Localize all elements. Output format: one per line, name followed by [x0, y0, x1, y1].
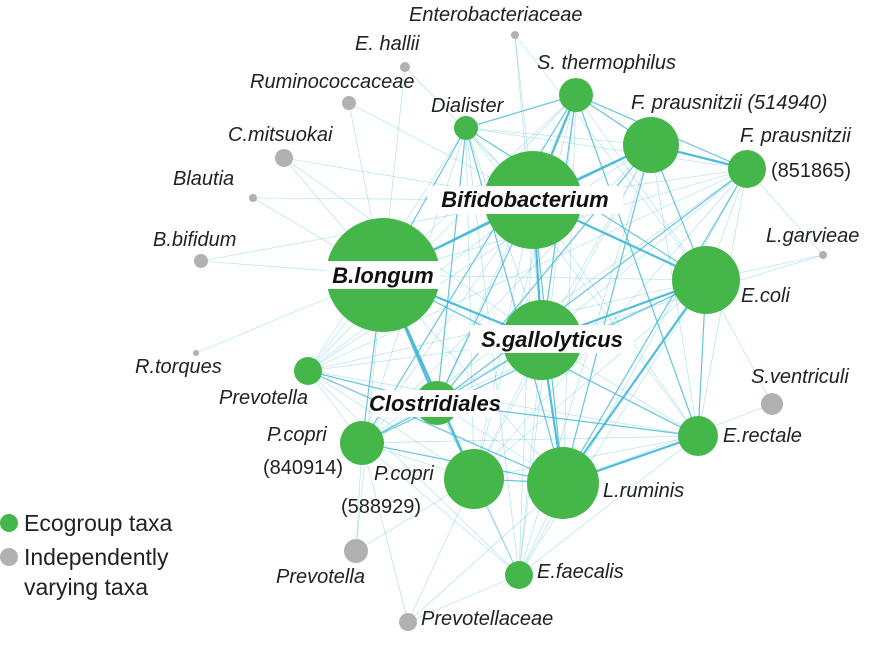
label-s-ventriculi: S.ventriculi: [751, 366, 849, 388]
label-p-copri-840914-b: (840914): [263, 457, 343, 479]
label-f-prausnitzii-514940: F. prausnitzii (514940): [631, 92, 827, 114]
label-prevotella-gray: Prevotella: [276, 566, 365, 588]
label-e-coli: E.coli: [741, 285, 790, 307]
edge: [307, 370, 564, 484]
edge: [575, 94, 707, 281]
node-dialister: [454, 116, 478, 140]
label-bg-clostridiales: [372, 390, 498, 417]
label-e-hallii: E. hallii: [355, 33, 420, 55]
legend-independent: Independently varying taxa: [0, 542, 172, 602]
legend-independent-line1: Independently: [24, 544, 169, 570]
edge: [541, 168, 748, 341]
edge: [361, 442, 520, 576]
edge: [562, 144, 652, 484]
edge: [562, 279, 707, 484]
node-prevotella-gray: [344, 539, 368, 563]
label-s-gallolyticus: S.gallolyticus: [481, 327, 623, 352]
label-prevotella-green: Prevotella: [219, 387, 308, 409]
edge: [746, 168, 824, 256]
edge: [562, 94, 577, 484]
edge: [465, 127, 652, 146]
node-p-copri-588929: [444, 449, 504, 509]
label-ruminococcaceae: Ruminococcaceae: [250, 71, 415, 93]
node-prevotellaceae: [399, 613, 417, 631]
label-enterobacteriaceae: Enterobacteriaceae: [409, 4, 582, 26]
node-ruminococcaceae: [342, 96, 356, 110]
legend-ecogroup: Ecogroup taxa: [0, 508, 172, 538]
node-s-ventriculi: [761, 393, 783, 415]
legend-independent-label: Independently varying taxa: [24, 542, 169, 602]
label-e-rectale: E.rectale: [723, 425, 802, 447]
legend-independent-swatch: [0, 548, 18, 566]
label-s-thermophilus: S. thermophilus: [537, 52, 676, 74]
node-f-prausnitzii-514940: [623, 117, 679, 173]
edge: [465, 127, 475, 480]
edge: [436, 168, 748, 404]
label-f-prausnitzii-851865-b: (851865): [771, 160, 851, 182]
node-p-copri-840914: [340, 421, 384, 465]
label-l-ruminis: L.ruminis: [603, 480, 684, 502]
label-prevotellaceae: Prevotellaceae: [421, 608, 553, 630]
label-p-copri-840914-a: P.copri: [267, 424, 327, 446]
edge: [562, 168, 748, 484]
edge: [307, 144, 652, 372]
label-bg-b-longum: [326, 261, 440, 289]
label-r-torques: R.torques: [135, 356, 222, 378]
label-b-bifidum: B.bifidum: [153, 229, 236, 251]
edge: [575, 94, 699, 437]
node-e-coli: [672, 246, 740, 314]
label-p-copri-588929-b: (588929): [341, 496, 421, 518]
label-bg-bifidobacterium: [427, 186, 623, 214]
node-l-garvieae: [819, 251, 827, 259]
edge: [307, 370, 475, 480]
node-l-ruminis: [527, 447, 599, 519]
edge: [436, 127, 467, 404]
edge: [473, 168, 748, 480]
edge: [407, 574, 520, 623]
label-p-copri-588929-a: P.copri: [374, 463, 434, 485]
edge: [307, 370, 699, 437]
node-e-faecalis: [505, 561, 533, 589]
node-blautia: [249, 194, 257, 202]
edge: [465, 127, 748, 170]
label-dialister: Dialister: [431, 95, 505, 117]
edge: [518, 199, 534, 576]
edge: [562, 403, 773, 484]
legend-ecogroup-label: Ecogroup taxa: [24, 510, 173, 536]
label-bg-s-gallolyticus: [470, 325, 634, 353]
node-prevotella-green: [294, 357, 322, 385]
edge: [361, 442, 409, 623]
label-b-longum: B.longum: [332, 263, 433, 288]
node-s-thermophilus: [559, 78, 593, 112]
node-b-bifidum: [194, 254, 208, 268]
labels: B.longum Bifidobacterium S.gallolyticus …: [135, 4, 859, 630]
node-f-prausnitzii-851865: [728, 150, 766, 188]
node-e-rectale: [678, 416, 718, 456]
edge: [465, 94, 577, 129]
legend: Ecogroup taxa Independently varying taxa: [0, 508, 172, 606]
edge: [307, 94, 577, 372]
legend-ecogroup-swatch: [0, 514, 18, 532]
edge: [436, 94, 577, 404]
edge: [518, 279, 707, 576]
edge: [307, 370, 520, 576]
node-enterobacteriaceae: [511, 31, 519, 39]
label-e-faecalis: E.faecalis: [537, 561, 624, 583]
edge: [514, 34, 707, 281]
node-c-mitsuokai: [275, 149, 293, 167]
label-bifidobacterium: Bifidobacterium: [441, 187, 608, 212]
label-l-garvieae: L.garvieae: [766, 225, 859, 247]
edge: [307, 168, 748, 372]
node-e-hallii: [400, 62, 410, 72]
label-f-prausnitzii-851865-a: F. prausnitzii: [740, 125, 851, 147]
label-c-mitsuokai: C.mitsuokai: [228, 124, 333, 146]
node-r-torques: [193, 350, 199, 356]
edge: [361, 435, 699, 444]
label-clostridiales: Clostridiales: [369, 391, 501, 416]
label-blautia: Blautia: [173, 168, 234, 190]
edge: [518, 435, 699, 576]
legend-independent-line2: varying taxa: [24, 574, 149, 600]
